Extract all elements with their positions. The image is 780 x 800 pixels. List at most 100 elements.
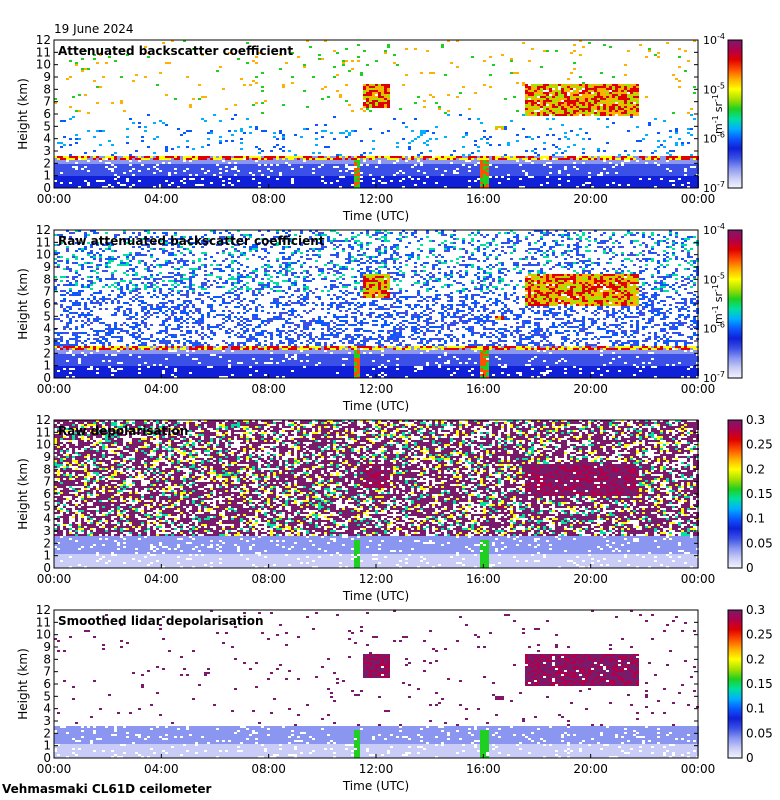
y-tick-label: 2 bbox=[43, 346, 51, 360]
y-tick-label: 11 bbox=[36, 615, 51, 629]
y-tick-label: 10 bbox=[36, 628, 51, 642]
x-tick-label: 00:00 bbox=[681, 192, 716, 206]
y-tick-label: 7 bbox=[43, 285, 51, 299]
x-tick-label: 00:00 bbox=[37, 192, 72, 206]
y-tick-label: 10 bbox=[36, 438, 51, 452]
colorbar-tick-label: 0.25 bbox=[746, 438, 773, 452]
colorbar-tick-label: 0.05 bbox=[746, 536, 773, 550]
y-tick-label: 3 bbox=[43, 334, 51, 348]
y-axis-label: Height (km) bbox=[16, 78, 30, 149]
x-axis-label: Time (UTC) bbox=[342, 589, 409, 603]
y-tick-label: 1 bbox=[43, 169, 51, 183]
y-tick-label: 2 bbox=[43, 536, 51, 550]
x-tick-label: 20:00 bbox=[573, 762, 608, 776]
x-tick-label: 12:00 bbox=[359, 192, 394, 206]
y-axis-label: Height (km) bbox=[16, 268, 30, 339]
colorbar-units: m-1sr-1 bbox=[711, 284, 725, 324]
colorbar-tick-label: 0.1 bbox=[746, 512, 765, 526]
y-tick-label: 3 bbox=[43, 714, 51, 728]
y-tick-label: 12 bbox=[36, 413, 51, 427]
y-tick-label: 9 bbox=[43, 260, 51, 274]
y-tick-label: 7 bbox=[43, 665, 51, 679]
x-tick-label: 08:00 bbox=[251, 382, 286, 396]
x-tick-label: 12:00 bbox=[359, 762, 394, 776]
y-tick-label: 8 bbox=[43, 82, 51, 96]
x-tick-label: 00:00 bbox=[681, 382, 716, 396]
panel-title: Raw attenuated backscatter coefficient bbox=[58, 234, 325, 248]
colorbar-tick-label: 10-7 bbox=[703, 370, 725, 385]
panel-title: Raw depolarisation bbox=[58, 424, 188, 438]
y-tick-label: 9 bbox=[43, 640, 51, 654]
x-tick-label: 08:00 bbox=[251, 762, 286, 776]
colorbar-tick-label: 0.2 bbox=[746, 652, 765, 666]
colorbar-tick-label: 10-4 bbox=[703, 32, 725, 47]
x-tick-label: 00:00 bbox=[681, 572, 716, 586]
colorbar-tick-label: 10-4 bbox=[703, 222, 725, 237]
colorbar-tick-label: 0.3 bbox=[746, 413, 765, 427]
y-tick-label: 5 bbox=[43, 309, 51, 323]
y-tick-label: 3 bbox=[43, 144, 51, 158]
x-axis-label: Time (UTC) bbox=[342, 779, 409, 793]
colorbar bbox=[727, 39, 743, 189]
y-tick-label: 8 bbox=[43, 652, 51, 666]
x-tick-label: 12:00 bbox=[359, 382, 394, 396]
heatmap-field bbox=[54, 610, 699, 758]
y-tick-label: 6 bbox=[43, 677, 51, 691]
colorbar-tick-label: 10-7 bbox=[703, 180, 725, 195]
x-tick-label: 20:00 bbox=[573, 572, 608, 586]
y-tick-label: 2 bbox=[43, 156, 51, 170]
x-axis-label: Time (UTC) bbox=[342, 399, 409, 413]
instrument-label: Vehmasmaki CL61D ceilometer bbox=[2, 782, 211, 796]
x-axis-label: Time (UTC) bbox=[342, 209, 409, 223]
x-tick-label: 00:00 bbox=[681, 762, 716, 776]
y-tick-label: 0 bbox=[43, 751, 51, 765]
y-tick-label: 8 bbox=[43, 272, 51, 286]
y-tick-label: 1 bbox=[43, 359, 51, 373]
y-tick-label: 7 bbox=[43, 475, 51, 489]
x-tick-label: 00:00 bbox=[37, 572, 72, 586]
colorbar-tick-label: 0.25 bbox=[746, 628, 773, 642]
y-tick-label: 6 bbox=[43, 107, 51, 121]
x-tick-label: 08:00 bbox=[251, 572, 286, 586]
x-tick-label: 16:00 bbox=[466, 192, 501, 206]
x-tick-label: 00:00 bbox=[37, 762, 72, 776]
colorbar bbox=[727, 609, 743, 759]
colorbar bbox=[727, 419, 743, 569]
y-tick-label: 4 bbox=[43, 512, 51, 526]
y-tick-label: 12 bbox=[36, 223, 51, 237]
y-tick-label: 4 bbox=[43, 322, 51, 336]
panel-title: Smoothed lidar depolarisation bbox=[58, 614, 264, 628]
x-tick-label: 04:00 bbox=[144, 192, 179, 206]
y-tick-label: 11 bbox=[36, 45, 51, 59]
colorbar-tick-label: 0.05 bbox=[746, 726, 773, 740]
heatmap-field bbox=[54, 420, 699, 568]
y-tick-label: 10 bbox=[36, 248, 51, 262]
y-axis-label: Height (km) bbox=[16, 648, 30, 719]
x-tick-label: 08:00 bbox=[251, 192, 286, 206]
y-axis-label: Height (km) bbox=[16, 458, 30, 529]
y-tick-label: 1 bbox=[43, 549, 51, 563]
y-tick-label: 5 bbox=[43, 689, 51, 703]
y-tick-label: 7 bbox=[43, 95, 51, 109]
colorbar-tick-label: 0.1 bbox=[746, 702, 765, 716]
x-tick-label: 16:00 bbox=[466, 572, 501, 586]
x-tick-label: 04:00 bbox=[144, 382, 179, 396]
x-tick-label: 16:00 bbox=[466, 382, 501, 396]
y-tick-label: 5 bbox=[43, 499, 51, 513]
y-tick-label: 6 bbox=[43, 487, 51, 501]
colorbar-units: m-1sr-1 bbox=[711, 94, 725, 134]
x-tick-label: 04:00 bbox=[144, 762, 179, 776]
date-label: 19 June 2024 bbox=[54, 22, 134, 36]
y-tick-label: 4 bbox=[43, 132, 51, 146]
y-tick-label: 4 bbox=[43, 702, 51, 716]
y-tick-label: 11 bbox=[36, 425, 51, 439]
y-tick-label: 3 bbox=[43, 524, 51, 538]
panel-title: Attenuated backscatter coefficient bbox=[58, 44, 293, 58]
y-tick-label: 10 bbox=[36, 58, 51, 72]
